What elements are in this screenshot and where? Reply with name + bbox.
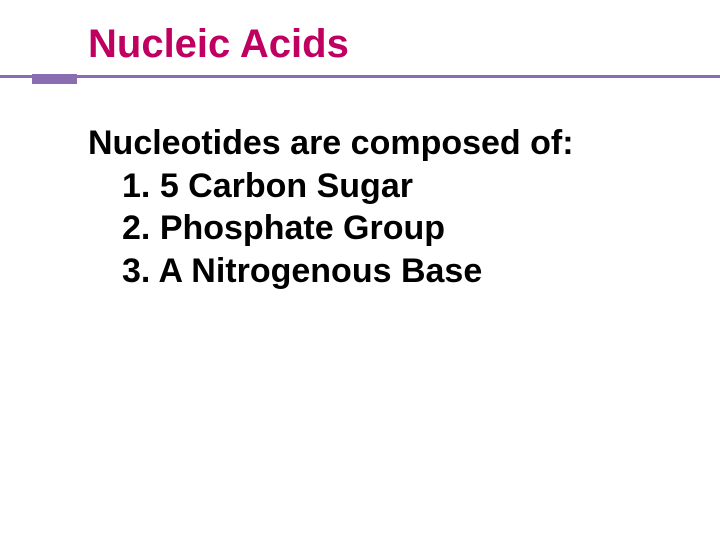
- list-number: 2.: [122, 209, 150, 247]
- body-heading: Nucleotides are composed of:: [88, 122, 574, 165]
- list-number: 3.: [122, 252, 150, 290]
- list-item: 2. Phosphate Group: [122, 207, 574, 250]
- title-underline: [0, 75, 720, 78]
- slide-title-area: Nucleic Acids: [0, 22, 720, 78]
- list-text: 5 Carbon Sugar: [160, 167, 413, 205]
- slide-title: Nucleic Acids: [88, 22, 720, 67]
- slide-body: Nucleotides are composed of: 1. 5 Carbon…: [88, 122, 574, 292]
- list-text: Phosphate Group: [160, 209, 445, 247]
- list-item: 3. A Nitrogenous Base: [122, 250, 574, 293]
- list-item: 1. 5 Carbon Sugar: [122, 165, 574, 208]
- title-accent-block: [32, 74, 77, 84]
- list-number: 1.: [122, 167, 150, 205]
- list-text: A Nitrogenous Base: [159, 252, 483, 290]
